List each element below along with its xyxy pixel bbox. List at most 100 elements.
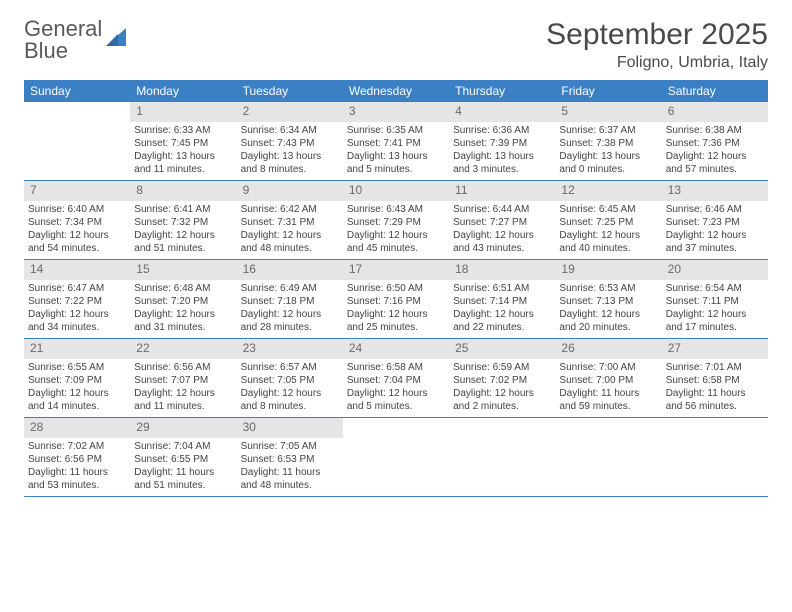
- sunset-text: Sunset: 7:11 PM: [666, 295, 764, 308]
- dow-cell: Sunday: [24, 80, 130, 102]
- sunset-text: Sunset: 7:36 PM: [666, 137, 764, 150]
- day-cell: 4Sunrise: 6:36 AMSunset: 7:39 PMDaylight…: [449, 102, 555, 180]
- daylight-text: Daylight: 12 hours and 2 minutes.: [453, 387, 551, 413]
- day-number: 2: [237, 102, 343, 122]
- day-cell: 2Sunrise: 6:34 AMSunset: 7:43 PMDaylight…: [237, 102, 343, 180]
- sunrise-text: Sunrise: 6:38 AM: [666, 124, 764, 137]
- daylight-text: Daylight: 11 hours and 48 minutes.: [241, 466, 339, 492]
- day-cell: 25 Sunrise: 6:59 AMSunset: 7:02 PMDayligh…: [449, 339, 555, 417]
- daylight-text: Daylight: 12 hours and 54 minutes.: [28, 229, 126, 255]
- day-number: 1: [130, 102, 236, 122]
- day-details: Sunrise: 6:43 AMSunset: 7:29 PMDaylight:…: [343, 203, 449, 255]
- week-row: 14Sunrise: 6:47 AMSunset: 7:22 PMDayligh…: [24, 260, 768, 339]
- day-number: 27: [662, 339, 768, 359]
- daylight-text: Daylight: 12 hours and 34 minutes.: [28, 308, 126, 334]
- sunset-text: Sunset: 7:02 PM: [453, 374, 551, 387]
- day-details: Sunrise: 6:46 AMSunset: 7:23 PMDaylight:…: [662, 203, 768, 255]
- day-number: 25: [449, 339, 555, 359]
- day-cell: [24, 102, 130, 180]
- day-details: Sunrise: 6:58 AMSunset: 7:04 PMDaylight:…: [343, 361, 449, 413]
- dow-cell: Monday: [130, 80, 236, 102]
- sunrise-text: Sunrise: 6:45 AM: [559, 203, 657, 216]
- dow-cell: Thursday: [449, 80, 555, 102]
- day-details: Sunrise: 6:51 AMSunset: 7:14 PMDaylight:…: [449, 282, 555, 334]
- day-cell: 1Sunrise: 6:33 AMSunset: 7:45 PMDaylight…: [130, 102, 236, 180]
- day-number: 11: [449, 181, 555, 201]
- day-details: Sunrise: 7:02 AMSunset: 6:56 PMDaylight:…: [24, 440, 130, 492]
- day-number: 22: [130, 339, 236, 359]
- sunrise-text: Sunrise: 6:48 AM: [134, 282, 232, 295]
- sunset-text: Sunset: 6:58 PM: [666, 374, 764, 387]
- day-cell: 23Sunrise: 6:57 AMSunset: 7:05 PMDayligh…: [237, 339, 343, 417]
- daylight-text: Daylight: 12 hours and 28 minutes.: [241, 308, 339, 334]
- day-cell: 17Sunrise: 6:50 AMSunset: 7:16 PMDayligh…: [343, 260, 449, 338]
- day-number: 3: [343, 102, 449, 122]
- dow-cell: Friday: [555, 80, 661, 102]
- day-number: 5: [555, 102, 661, 122]
- daylight-text: Daylight: 11 hours and 51 minutes.: [134, 466, 232, 492]
- sunrise-text: Sunrise: 6:33 AM: [134, 124, 232, 137]
- day-number: 9: [237, 181, 343, 201]
- day-details: Sunrise: 6:34 AMSunset: 7:43 PMDaylight:…: [237, 124, 343, 176]
- sunrise-text: Sunrise: 7:01 AM: [666, 361, 764, 374]
- day-details: Sunrise: 6:37 AMSunset: 7:38 PMDaylight:…: [555, 124, 661, 176]
- day-number: 23: [237, 339, 343, 359]
- daylight-text: Daylight: 12 hours and 11 minutes.: [134, 387, 232, 413]
- sunrise-text: Sunrise: 6:41 AM: [134, 203, 232, 216]
- sunset-text: Sunset: 7:07 PM: [134, 374, 232, 387]
- day-number: 29: [130, 418, 236, 438]
- sunset-text: Sunset: 7:27 PM: [453, 216, 551, 229]
- day-cell: 20Sunrise: 6:54 AMSunset: 7:11 PMDayligh…: [662, 260, 768, 338]
- day-cell: 10Sunrise: 6:43 AMSunset: 7:29 PMDayligh…: [343, 181, 449, 259]
- sunset-text: Sunset: 7:00 PM: [559, 374, 657, 387]
- day-number: 12: [555, 181, 661, 201]
- day-cell: 9Sunrise: 6:42 AMSunset: 7:31 PMDaylight…: [237, 181, 343, 259]
- day-number: 24: [343, 339, 449, 359]
- logo-text-block: General Blue: [24, 18, 102, 62]
- sunset-text: Sunset: 7:25 PM: [559, 216, 657, 229]
- daylight-text: Daylight: 12 hours and 20 minutes.: [559, 308, 657, 334]
- sunrise-text: Sunrise: 6:53 AM: [559, 282, 657, 295]
- sunset-text: Sunset: 7:16 PM: [347, 295, 445, 308]
- day-cell: [662, 418, 768, 496]
- daylight-text: Daylight: 12 hours and 14 minutes.: [28, 387, 126, 413]
- day-cell: 27Sunrise: 7:01 AMSunset: 6:58 PMDayligh…: [662, 339, 768, 417]
- daylight-text: Daylight: 12 hours and 37 minutes.: [666, 229, 764, 255]
- day-details: Sunrise: 7:01 AMSunset: 6:58 PMDaylight:…: [662, 361, 768, 413]
- day-cell: 11Sunrise: 6:44 AMSunset: 7:27 PMDayligh…: [449, 181, 555, 259]
- dow-cell: Tuesday: [237, 80, 343, 102]
- sunset-text: Sunset: 7:23 PM: [666, 216, 764, 229]
- daylight-text: Daylight: 13 hours and 3 minutes.: [453, 150, 551, 176]
- dow-cell: Saturday: [662, 80, 768, 102]
- day-details: Sunrise: 6:41 AMSunset: 7:32 PMDaylight:…: [130, 203, 236, 255]
- sunrise-text: Sunrise: 6:35 AM: [347, 124, 445, 137]
- day-cell: 15Sunrise: 6:48 AMSunset: 7:20 PMDayligh…: [130, 260, 236, 338]
- sunrise-text: Sunrise: 6:56 AM: [134, 361, 232, 374]
- day-details: Sunrise: 6:33 AMSunset: 7:45 PMDaylight:…: [130, 124, 236, 176]
- sunrise-text: Sunrise: 6:37 AM: [559, 124, 657, 137]
- sunset-text: Sunset: 7:31 PM: [241, 216, 339, 229]
- sunset-text: Sunset: 6:53 PM: [241, 453, 339, 466]
- day-details: Sunrise: 6:49 AMSunset: 7:18 PMDaylight:…: [237, 282, 343, 334]
- day-details: Sunrise: 6:35 AMSunset: 7:41 PMDaylight:…: [343, 124, 449, 176]
- sunrise-text: Sunrise: 7:02 AM: [28, 440, 126, 453]
- sunset-text: Sunset: 7:45 PM: [134, 137, 232, 150]
- month-title: September 2025: [546, 18, 768, 52]
- sunrise-text: Sunrise: 6:57 AM: [241, 361, 339, 374]
- daylight-text: Daylight: 12 hours and 25 minutes.: [347, 308, 445, 334]
- day-cell: [555, 418, 661, 496]
- day-cell: 6Sunrise: 6:38 AMSunset: 7:36 PMDaylight…: [662, 102, 768, 180]
- day-cell: [449, 418, 555, 496]
- daylight-text: Daylight: 12 hours and 45 minutes.: [347, 229, 445, 255]
- sunrise-text: Sunrise: 6:40 AM: [28, 203, 126, 216]
- day-cell: 3Sunrise: 6:35 AMSunset: 7:41 PMDaylight…: [343, 102, 449, 180]
- sunrise-text: Sunrise: 6:59 AM: [453, 361, 551, 374]
- header: General Blue September 2025 Foligno, Umb…: [24, 18, 768, 72]
- title-block: September 2025 Foligno, Umbria, Italy: [546, 18, 768, 72]
- day-cell: 7Sunrise: 6:40 AMSunset: 7:34 PMDaylight…: [24, 181, 130, 259]
- sunrise-text: Sunrise: 7:00 AM: [559, 361, 657, 374]
- location-label: Foligno, Umbria, Italy: [546, 54, 768, 72]
- sail-icon: [104, 26, 132, 55]
- daylight-text: Daylight: 13 hours and 0 minutes.: [559, 150, 657, 176]
- day-number: 10: [343, 181, 449, 201]
